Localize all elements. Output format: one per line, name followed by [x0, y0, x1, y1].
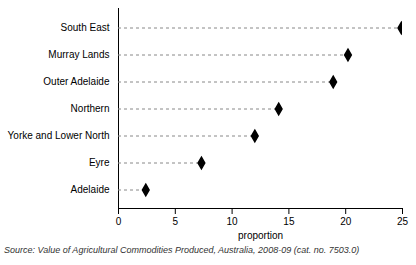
svg-text:5: 5 — [173, 216, 179, 227]
svg-text:proportion: proportion — [238, 230, 283, 241]
svg-text:10: 10 — [227, 216, 239, 227]
svg-text:Yorke and Lower North: Yorke and Lower North — [8, 130, 110, 141]
html-text:Source: Value of Agricultural: Source: Value of Agricultural Commoditie… — [4, 245, 360, 255]
svg-text:Outer Adelaide: Outer Adelaide — [43, 76, 110, 87]
svg-text:South East: South East — [61, 22, 110, 33]
svg-text:Adelaide: Adelaide — [71, 184, 110, 195]
svg-text:Eyre: Eyre — [89, 157, 110, 168]
svg-text:Murray Lands: Murray Lands — [48, 49, 109, 60]
svg-text:15: 15 — [283, 216, 295, 227]
svg-text:Northern: Northern — [71, 103, 110, 114]
svg-text:20: 20 — [340, 216, 352, 227]
svg-text:25: 25 — [397, 216, 409, 227]
svg-text:0: 0 — [116, 216, 122, 227]
